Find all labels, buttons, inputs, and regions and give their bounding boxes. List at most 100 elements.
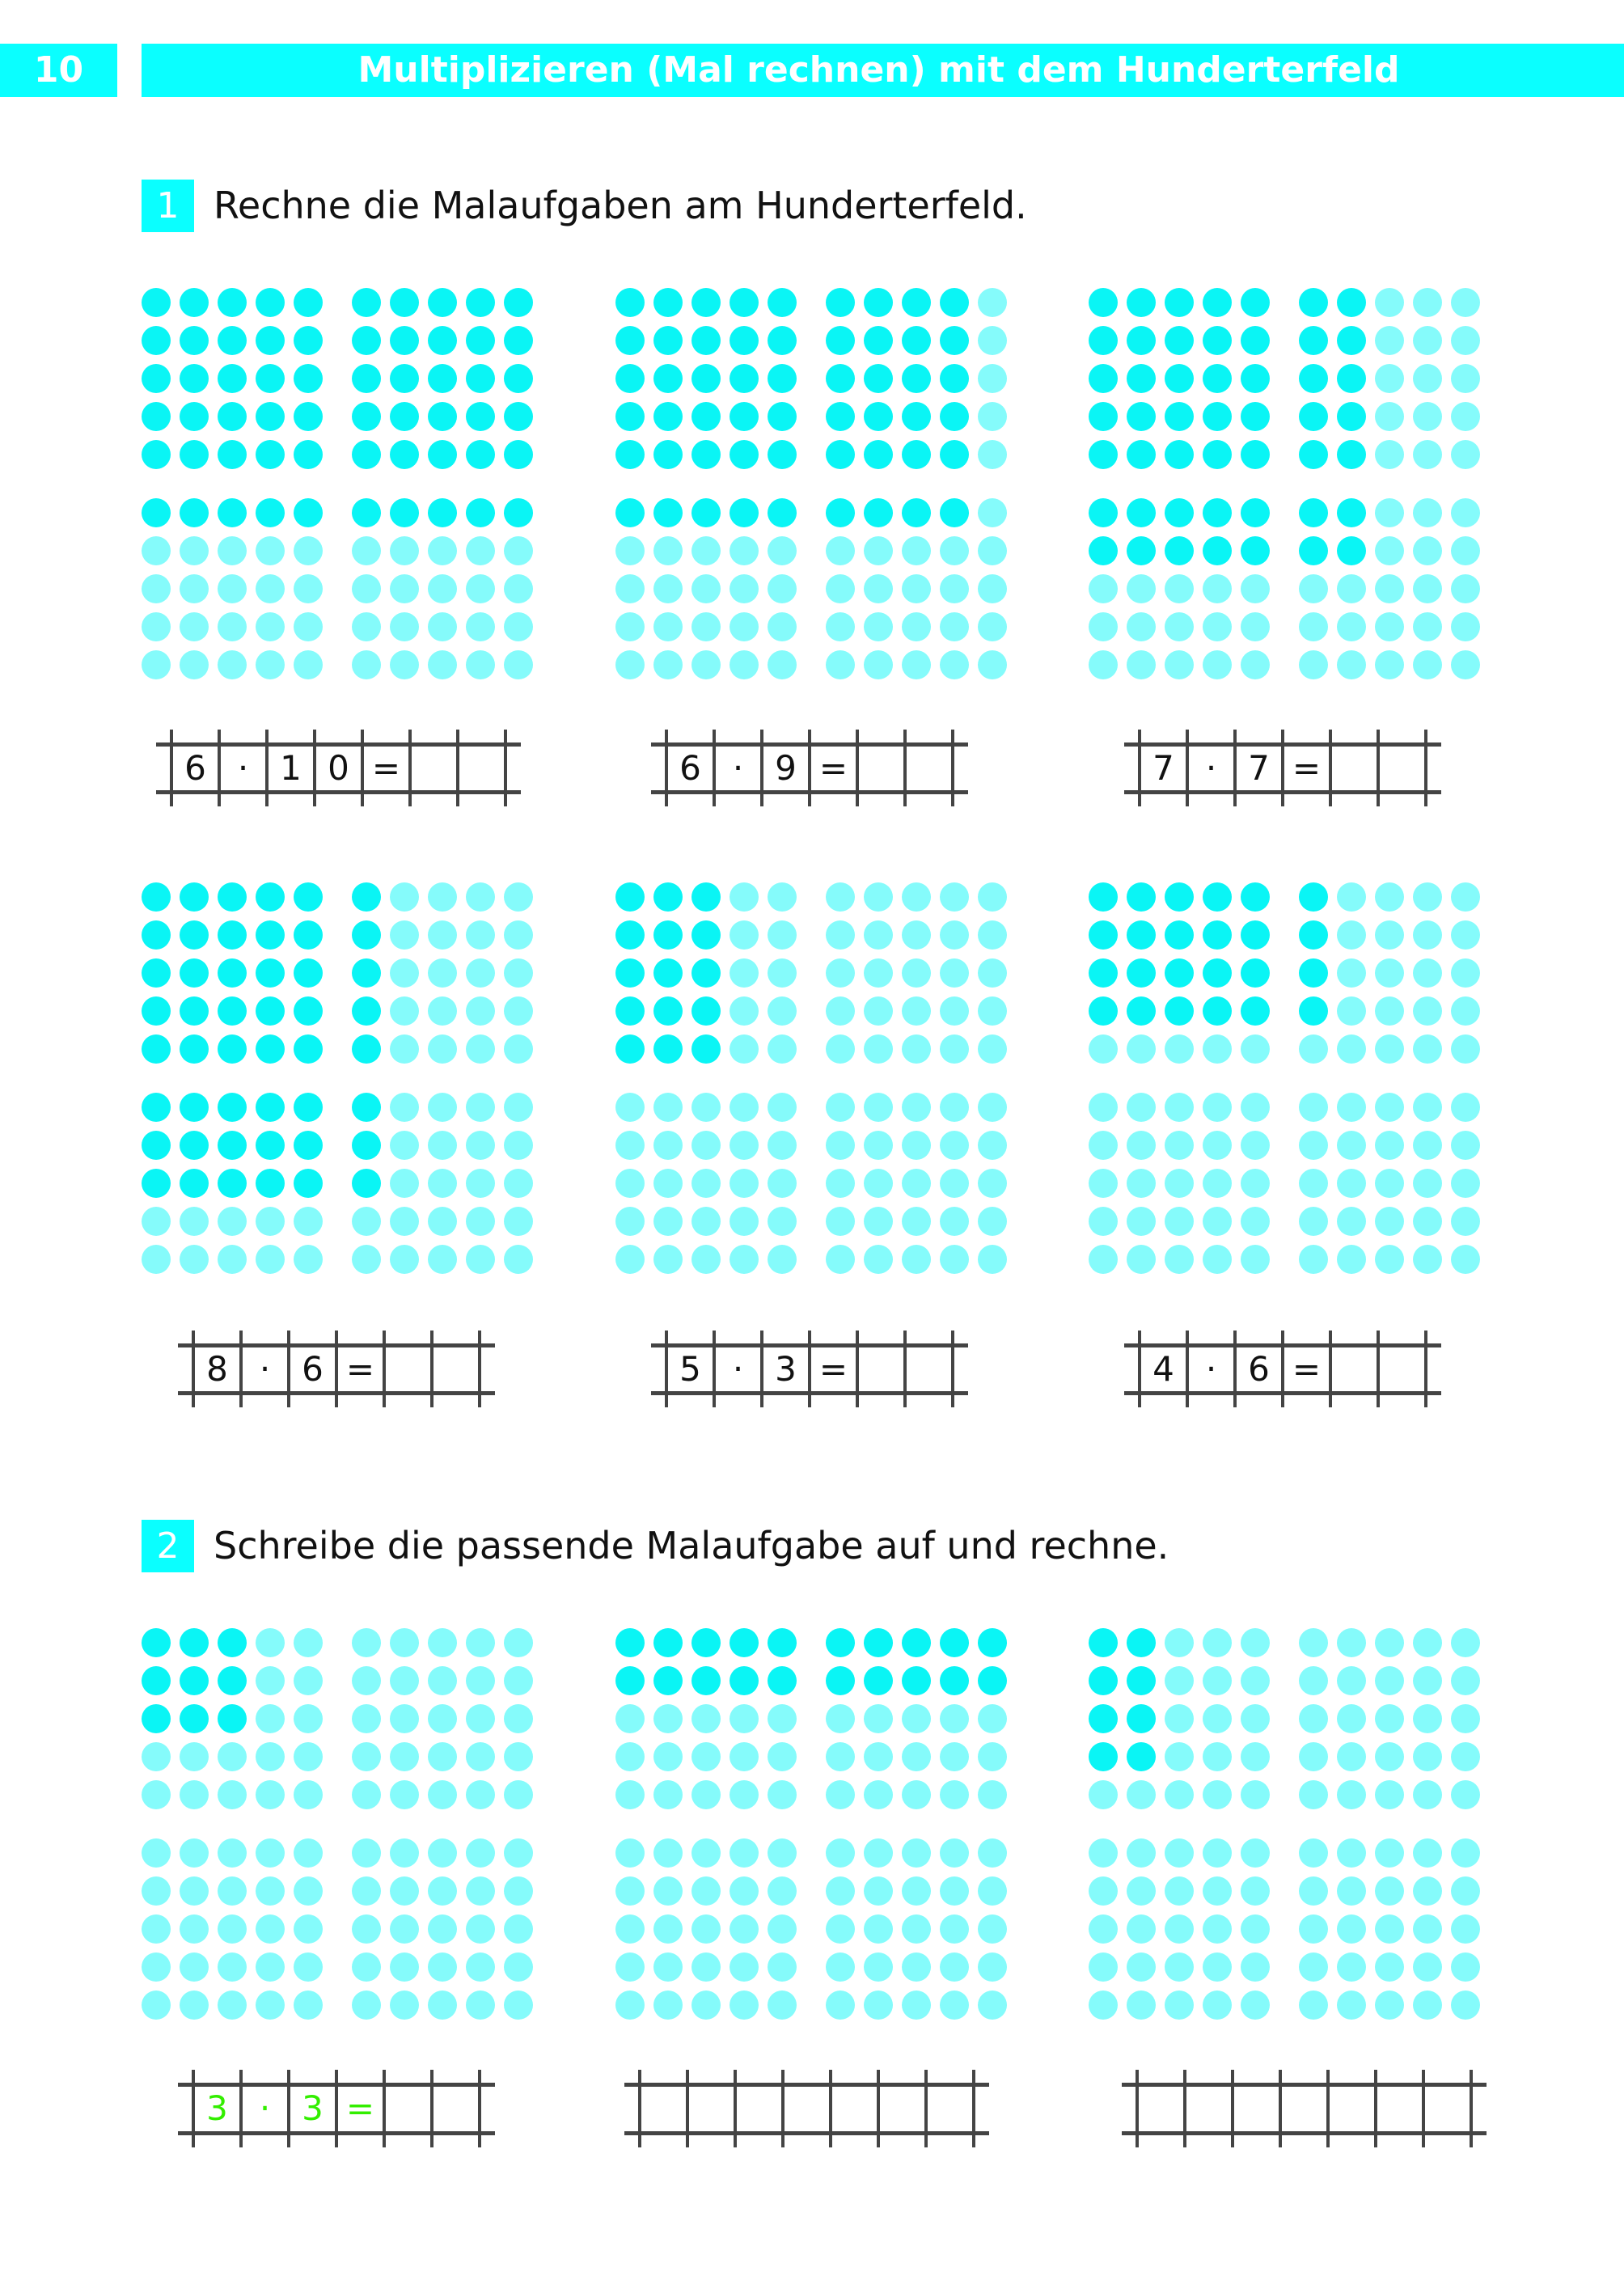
hundred-field <box>142 1628 538 2024</box>
answer-cell-empty[interactable] <box>384 1345 432 1393</box>
answer-cell-empty[interactable] <box>1328 2084 1376 2133</box>
grid-line <box>287 2070 290 2147</box>
dot-empty <box>1241 1742 1270 1771</box>
dot-empty <box>218 574 247 603</box>
dot-empty <box>466 536 495 565</box>
dot-empty <box>1337 1666 1366 1695</box>
dot-filled <box>428 326 457 355</box>
dot-empty <box>768 612 797 641</box>
dot-filled <box>180 1169 209 1198</box>
answer-cell-empty[interactable] <box>1423 2084 1471 2133</box>
dot-empty <box>1241 1207 1270 1236</box>
dot-empty <box>1127 1952 1156 1982</box>
dot-empty <box>180 1207 209 1236</box>
dot-filled <box>1165 958 1194 988</box>
dot-empty <box>1413 288 1442 317</box>
dot-empty <box>826 1704 855 1733</box>
dot-filled <box>256 1131 285 1160</box>
dot-empty <box>256 1914 285 1944</box>
answer-cell-empty[interactable] <box>458 744 505 792</box>
dot-empty <box>653 1245 683 1274</box>
answer-cell-empty[interactable] <box>1330 744 1378 792</box>
answer-cell-empty[interactable] <box>783 2084 831 2133</box>
dot-empty <box>390 1131 419 1160</box>
grid-line <box>1377 1331 1380 1407</box>
dot-empty <box>1089 1952 1118 1982</box>
dot-empty <box>504 1245 533 1274</box>
dot-filled <box>180 402 209 431</box>
dot-empty <box>1451 920 1480 950</box>
answer-cell-empty[interactable] <box>878 2084 926 2133</box>
dot-empty <box>1413 1034 1442 1064</box>
dot-filled <box>902 440 931 469</box>
dot-empty <box>1127 1093 1156 1122</box>
dot-empty <box>1375 1628 1404 1657</box>
answer-cell-empty[interactable] <box>831 2084 878 2133</box>
answer-cell-empty[interactable] <box>432 2084 480 2133</box>
dot-filled <box>691 402 721 431</box>
dot-empty <box>902 1780 931 1809</box>
answer-cell-text: 1 <box>280 748 302 788</box>
dot-empty <box>864 958 893 988</box>
dot-empty <box>730 650 759 679</box>
dot-filled <box>294 364 323 393</box>
dot-empty <box>180 1914 209 1944</box>
dot-empty <box>1375 440 1404 469</box>
dot-empty <box>1127 574 1156 603</box>
answer-cell-empty[interactable] <box>926 2084 974 2133</box>
grid-line <box>1138 1331 1141 1407</box>
answer-cell-empty[interactable] <box>1376 2084 1423 2133</box>
dot-empty <box>978 1034 1007 1064</box>
answer-cell-empty[interactable] <box>857 744 905 792</box>
dot-empty <box>1299 1169 1328 1198</box>
dot-empty <box>1165 1169 1194 1198</box>
dot-filled <box>390 364 419 393</box>
answer-cell-empty[interactable] <box>1378 744 1426 792</box>
dot-empty <box>428 1628 457 1657</box>
answer-cell-text: 9 <box>775 748 797 788</box>
dot-empty <box>940 1838 969 1868</box>
dot-empty <box>1451 1207 1480 1236</box>
answer-cell-empty[interactable] <box>384 2084 432 2133</box>
dot-empty <box>978 536 1007 565</box>
answer-cell-empty[interactable] <box>1185 2084 1233 2133</box>
dot-empty <box>1165 1914 1194 1944</box>
answer-cell-text: · <box>732 1349 744 1389</box>
answer-cell-empty[interactable] <box>432 1345 480 1393</box>
answer-cell-empty[interactable] <box>857 1345 905 1393</box>
grid-line <box>760 1331 763 1407</box>
dot-empty <box>940 1207 969 1236</box>
dot-empty <box>653 1914 683 1944</box>
answer-cell-empty[interactable] <box>1330 1345 1378 1393</box>
dot-empty <box>1413 440 1442 469</box>
dot-filled <box>864 402 893 431</box>
dot-empty <box>1451 1093 1480 1122</box>
dot-empty <box>940 920 969 950</box>
answer-cell-text: 5 <box>679 1349 701 1389</box>
answer-cell-empty[interactable] <box>905 744 953 792</box>
answer-cell-text: · <box>732 748 744 788</box>
dot-empty <box>691 1914 721 1944</box>
dot-empty <box>940 1780 969 1809</box>
answer-cell-empty[interactable] <box>1137 2084 1185 2133</box>
answer-cell-empty[interactable] <box>687 2084 735 2133</box>
dot-empty <box>826 1207 855 1236</box>
dot-empty <box>1413 1876 1442 1906</box>
answer-cell-empty[interactable] <box>735 2084 783 2133</box>
answer-cell-empty[interactable] <box>640 2084 687 2133</box>
answer-cell-empty[interactable] <box>1378 1345 1426 1393</box>
dot-filled <box>615 498 645 527</box>
dot-filled <box>826 440 855 469</box>
answer-cell-empty[interactable] <box>1233 2084 1280 2133</box>
answer-cell-empty[interactable] <box>905 1345 953 1393</box>
dot-empty <box>180 1991 209 2020</box>
answer-cell-empty[interactable] <box>1280 2084 1328 2133</box>
answer-cell-empty[interactable] <box>410 744 458 792</box>
dot-filled <box>1337 440 1366 469</box>
dot-filled <box>256 288 285 317</box>
dot-filled <box>768 364 797 393</box>
dot-empty <box>1337 1914 1366 1944</box>
dot-empty <box>978 1876 1007 1906</box>
dot-empty <box>1337 1034 1366 1064</box>
dot-empty <box>826 1952 855 1982</box>
